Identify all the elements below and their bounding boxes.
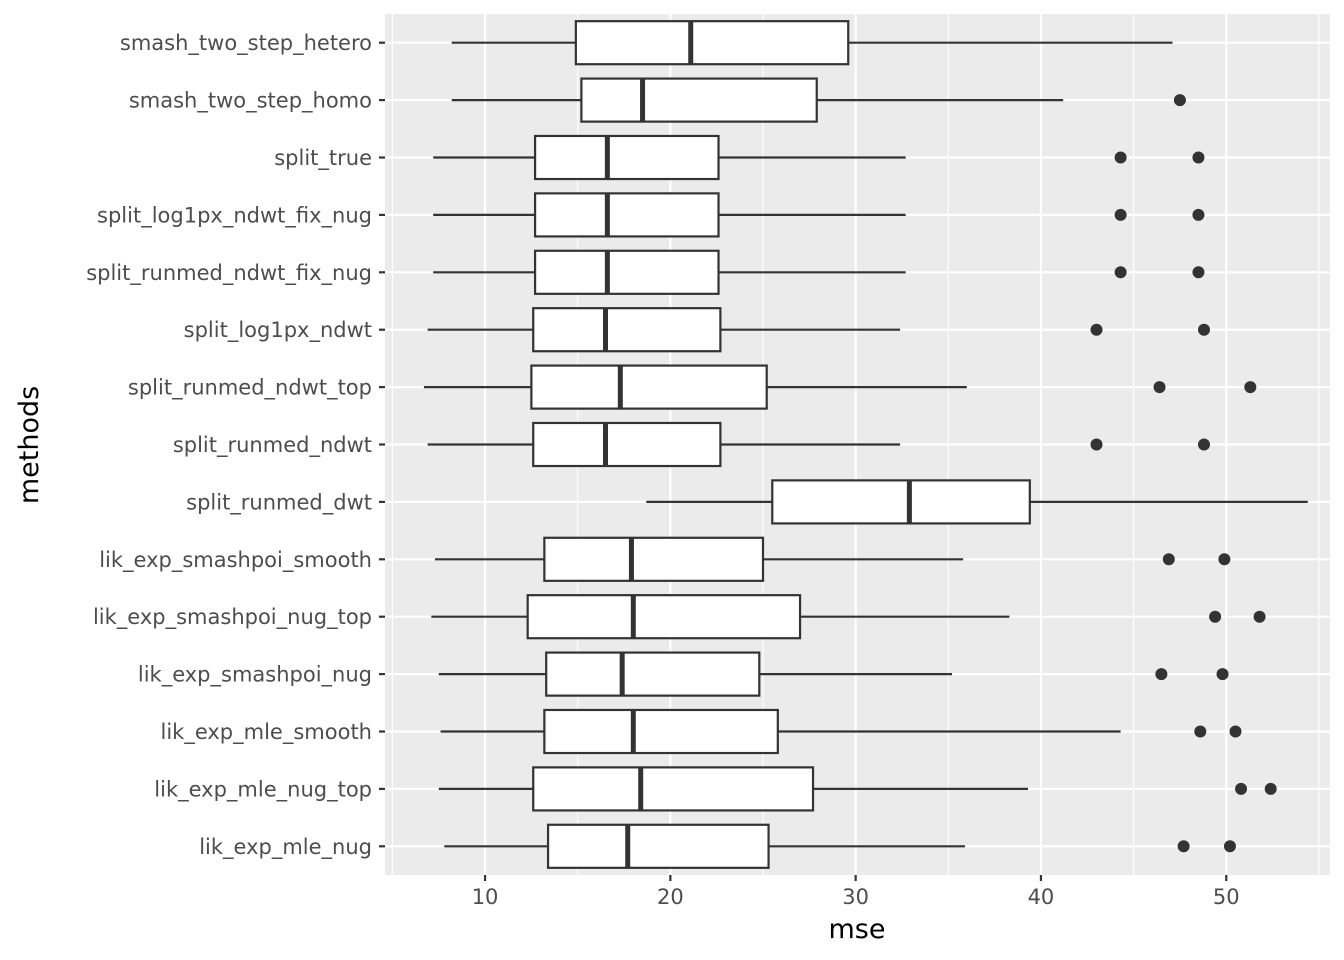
y-tick-label: lik_exp_smashpoi_nug <box>138 663 372 688</box>
box <box>574 20 850 66</box>
outlier-point <box>1192 208 1205 221</box>
outlier-point <box>1192 266 1205 279</box>
outlier-point <box>1229 725 1242 738</box>
y-axis-title: methods <box>14 386 45 504</box>
outlier-point <box>1223 840 1236 853</box>
outlier-point <box>1216 668 1229 681</box>
outlier-point <box>1235 782 1248 795</box>
outlier-point <box>1173 94 1186 107</box>
y-axis: smash_two_step_hetero smash_two_step_homo… <box>86 31 385 860</box>
outlier-point <box>1194 725 1207 738</box>
box-group <box>451 77 1186 123</box>
box-group <box>423 364 1257 410</box>
outlier-point <box>1198 438 1210 451</box>
x-tick-label: 30 <box>842 885 869 909</box>
box <box>532 421 722 468</box>
box <box>546 823 770 869</box>
box-group <box>427 421 1210 468</box>
outlier-point <box>1090 323 1103 336</box>
box-layer <box>423 20 1308 869</box>
y-tick-label: lik_exp_smashpoi_nug_top <box>93 605 372 630</box>
box <box>532 307 722 353</box>
x-tick-label: 40 <box>1028 885 1055 909</box>
outlier-point <box>1192 151 1205 164</box>
box-group <box>440 708 1242 755</box>
outlier-point <box>1090 438 1103 451</box>
outlier-point <box>1253 610 1266 623</box>
y-tick-label: smash_two_step_hetero <box>120 31 372 56</box>
x-tick-label: 50 <box>1213 885 1240 909</box>
box <box>580 77 818 123</box>
outlier-point <box>1209 610 1222 623</box>
y-tick-label: lik_exp_mle_smooth <box>161 720 373 745</box>
y-tick-label: split_true <box>274 146 372 171</box>
outlier-point <box>1114 208 1127 221</box>
box <box>533 134 720 181</box>
box <box>545 651 761 697</box>
outlier-point <box>1162 553 1175 566</box>
y-tick-label: lik_exp_smashpoi_smooth <box>99 548 372 573</box>
box-group <box>431 594 1266 640</box>
box-group <box>444 823 1236 869</box>
box-group <box>427 307 1210 353</box>
y-tick-label: split_log1px_ndwt <box>184 318 372 343</box>
outlier-point <box>1155 668 1168 681</box>
y-tick-label: split_log1px_ndwt_fix_nug <box>97 203 372 228</box>
y-tick-label: split_runmed_dwt <box>186 490 372 515</box>
box <box>530 364 768 410</box>
outlier-point <box>1218 553 1231 566</box>
x-axis-title: mse <box>829 914 886 945</box>
box-group <box>438 766 1277 812</box>
box-group <box>433 192 1205 238</box>
y-tick-label: split_runmed_ndwt_fix_nug <box>86 261 372 286</box>
box <box>533 249 720 295</box>
y-tick-label: split_runmed_ndwt <box>173 433 372 458</box>
box-group <box>438 651 1229 697</box>
box-group <box>435 536 1231 582</box>
y-tick-label: lik_exp_mle_nug_top <box>154 777 372 802</box>
x-tick-label: 10 <box>472 885 499 909</box>
y-tick-label: smash_two_step_homo <box>129 89 372 114</box>
x-tick-label: 20 <box>657 885 684 909</box>
y-tick-label: lik_exp_mle_nug <box>199 835 372 860</box>
box <box>543 708 779 755</box>
outlier-point <box>1244 381 1257 394</box>
box-group <box>451 20 1173 66</box>
box-group <box>433 249 1205 295</box>
outlier-point <box>1177 840 1190 853</box>
outlier-point <box>1264 782 1277 795</box>
outlier-point <box>1198 323 1210 336</box>
box <box>526 594 802 640</box>
y-tick-label: split_runmed_ndwt_top <box>128 376 372 401</box>
x-axis: 10 20 30 40 50 <box>472 875 1240 909</box>
outlier-point <box>1114 266 1127 279</box>
outlier-point <box>1153 381 1166 394</box>
box <box>771 479 1031 525</box>
outlier-point <box>1114 151 1127 164</box>
box <box>533 192 720 238</box>
box-group <box>646 479 1308 525</box>
box-group <box>433 134 1205 181</box>
box <box>543 536 765 582</box>
box <box>532 766 815 812</box>
